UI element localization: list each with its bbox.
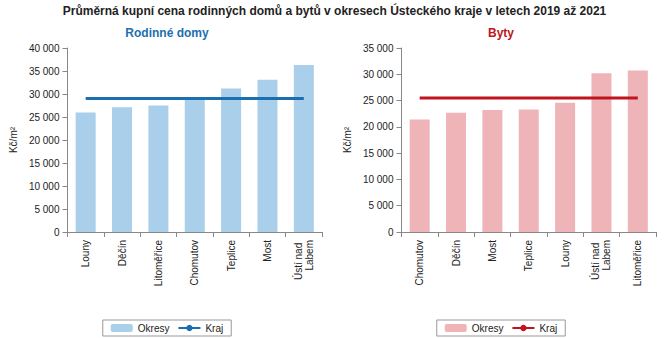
svg-text:25 000: 25 000 bbox=[29, 112, 60, 123]
svg-text:15 000: 15 000 bbox=[363, 148, 394, 159]
svg-text:Labem: Labem bbox=[601, 240, 612, 271]
svg-text:Děčín: Děčín bbox=[451, 240, 462, 266]
svg-text:35 000: 35 000 bbox=[363, 43, 394, 54]
svg-text:35 000: 35 000 bbox=[29, 66, 60, 77]
svg-text:Most: Most bbox=[262, 240, 273, 262]
html-text:Průměrná kupní cena rodinných: Průměrná kupní cena rodinných domů a byt… bbox=[62, 4, 607, 18]
svg-text:Teplice: Teplice bbox=[523, 240, 534, 272]
svg-text:0: 0 bbox=[54, 227, 60, 238]
svg-text:Litoměřice: Litoměřice bbox=[632, 240, 643, 287]
svg-text:Okresy: Okresy bbox=[472, 323, 504, 334]
svg-text:40 000: 40 000 bbox=[29, 43, 60, 54]
svg-text:Kraj: Kraj bbox=[539, 323, 557, 334]
svg-text:25 000: 25 000 bbox=[363, 95, 394, 106]
svg-text:Litoměřice: Litoměřice bbox=[153, 240, 164, 287]
svg-text:Kraj: Kraj bbox=[205, 323, 223, 334]
svg-text:Most: Most bbox=[487, 240, 498, 262]
svg-text:10 000: 10 000 bbox=[29, 181, 60, 192]
svg-text:20 000: 20 000 bbox=[363, 121, 394, 132]
svg-text:Labem: Labem bbox=[304, 240, 315, 271]
svg-text:15 000: 15 000 bbox=[29, 158, 60, 169]
svg-text:Teplice: Teplice bbox=[226, 240, 237, 272]
svg-text:Rodinné domy: Rodinné domy bbox=[125, 26, 209, 40]
svg-text:Ústí nad: Ústí nad bbox=[589, 240, 601, 280]
svg-text:0: 0 bbox=[388, 227, 394, 238]
svg-text:30 000: 30 000 bbox=[363, 69, 394, 80]
svg-text:Ústí nad: Ústí nad bbox=[292, 240, 304, 280]
svg-text:30 000: 30 000 bbox=[29, 89, 60, 100]
svg-text:Louny: Louny bbox=[80, 240, 91, 267]
svg-text:Louny: Louny bbox=[560, 240, 571, 267]
svg-text:Děčín: Děčín bbox=[117, 240, 128, 266]
svg-text:5 000: 5 000 bbox=[34, 204, 59, 215]
svg-text:Kč/m²: Kč/m² bbox=[342, 126, 353, 153]
svg-text:Chomutov: Chomutov bbox=[189, 240, 200, 286]
svg-text:10 000: 10 000 bbox=[363, 174, 394, 185]
svg-text:Kč/m²: Kč/m² bbox=[8, 126, 19, 153]
svg-text:5 000: 5 000 bbox=[368, 200, 393, 211]
svg-text:Okresy: Okresy bbox=[138, 323, 170, 334]
svg-text:20 000: 20 000 bbox=[29, 135, 60, 146]
svg-text:Chomutov: Chomutov bbox=[414, 240, 425, 286]
svg-text:Byty: Byty bbox=[488, 26, 514, 40]
